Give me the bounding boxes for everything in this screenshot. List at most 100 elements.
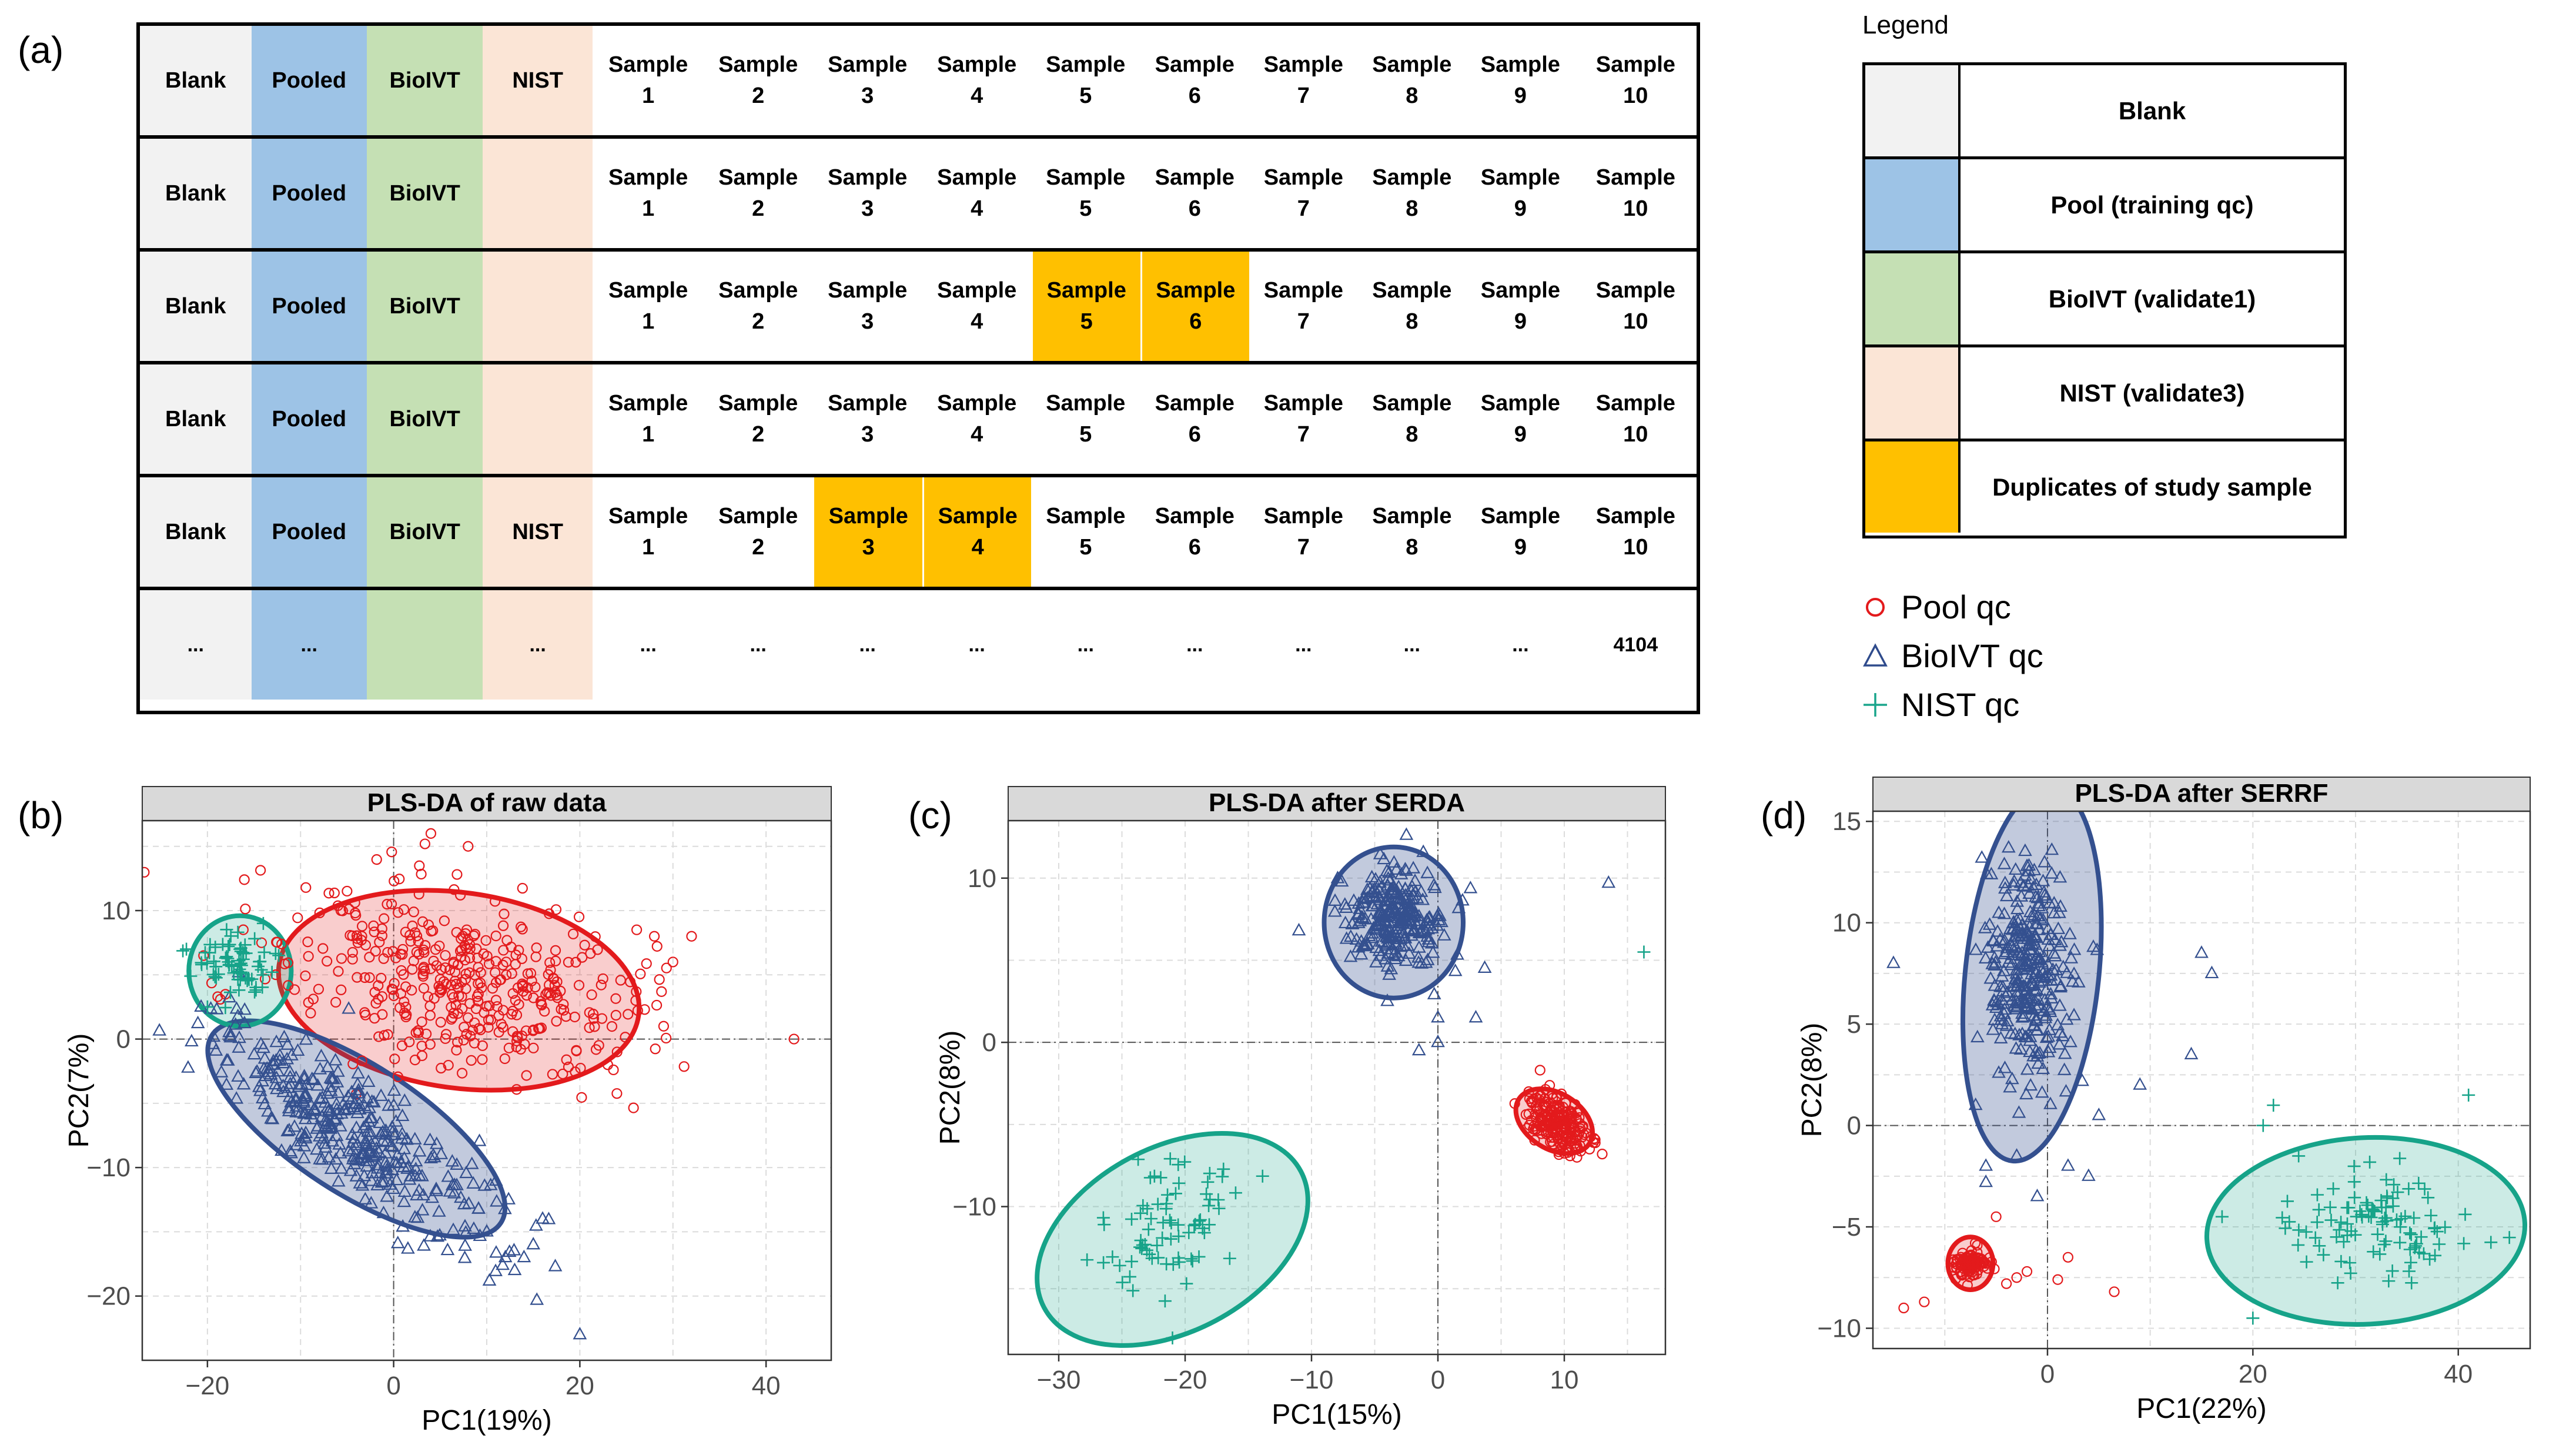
plate-cell: BioIVT xyxy=(366,26,483,135)
bioivt-qc-point xyxy=(458,1238,473,1251)
nist-qc-point xyxy=(2283,1215,2296,1229)
bioivt-qc-point xyxy=(1384,962,1399,975)
x-tick-label: 40 xyxy=(752,1371,781,1400)
pool-qc-point xyxy=(624,976,636,988)
bioivt-qc-point xyxy=(498,1249,513,1263)
bioivt-qc-point xyxy=(2022,991,2036,1003)
bioivt-qc-point xyxy=(489,1263,503,1276)
bioivt-qc-point xyxy=(1366,898,1380,912)
nist-qc-point xyxy=(2276,1211,2289,1224)
bioivt-qc-point xyxy=(1980,940,1995,953)
pool-qc-point xyxy=(456,976,467,988)
plate-cell: Sample 10 xyxy=(1595,52,1675,108)
pool-qc-point xyxy=(560,1011,571,1022)
pool-qc-point xyxy=(499,1053,510,1065)
bioivt-qc-point xyxy=(264,1111,278,1124)
pls-da-raw-chart: PLS-DA of raw data −20 0 20 40 −20 −10 0 10 PC1(1… xyxy=(63,786,832,1436)
bioivt-qc-point xyxy=(2010,973,2025,986)
nist-qc-point xyxy=(2309,1231,2322,1244)
plate-cell: ... xyxy=(1186,633,1203,656)
pool-qc-point xyxy=(439,915,450,926)
x-tick-label: −30 xyxy=(1037,1366,1081,1394)
bioivt-qc-point xyxy=(364,1196,379,1209)
nist-qc-point xyxy=(2333,1223,2346,1237)
plate-cell: Sample 9 xyxy=(1480,52,1560,108)
plate-cell: Sample 3 xyxy=(828,165,908,221)
bioivt-qc-point xyxy=(2090,942,2105,955)
pool-qc-point xyxy=(650,1043,661,1055)
plate-cell: ... xyxy=(640,633,657,656)
nist-qc-point xyxy=(2334,1216,2348,1229)
bioivt-qc-point xyxy=(1338,915,1353,929)
bioivt-qc-point xyxy=(1993,1031,2008,1043)
pool-qc-point xyxy=(317,943,329,954)
pool-qc-point xyxy=(420,940,431,951)
pool-qc-point xyxy=(370,946,381,957)
pool-qc-point xyxy=(1547,1092,1558,1104)
nist-qc-point xyxy=(220,923,233,936)
bioivt-qc-point xyxy=(1431,1009,1445,1023)
bioivt-qc-point xyxy=(450,1157,464,1170)
pool-qc-point xyxy=(1548,1139,1559,1150)
pool-qc-point xyxy=(611,1046,623,1058)
pool-qc-point xyxy=(459,940,470,951)
plate-row-divider xyxy=(140,361,1697,364)
bioivt-qc-point xyxy=(383,1138,398,1152)
bioivt-qc-point xyxy=(315,1109,329,1122)
bioivt-qc-point xyxy=(402,1172,417,1185)
pool-qc-point xyxy=(1537,1101,1548,1112)
pool-qc-point xyxy=(270,969,282,981)
plate-cell: ... xyxy=(1403,633,1420,656)
nist-qc-point xyxy=(1106,1250,1119,1264)
plate-cell: Pooled xyxy=(251,26,367,135)
pool-qc-point xyxy=(417,916,429,927)
pool-qc-point xyxy=(2052,1274,2063,1285)
pool-qc-point xyxy=(590,931,601,942)
bioivt-qc-point xyxy=(181,1060,195,1073)
nist-qc-point xyxy=(2393,1152,2407,1165)
nist-qc-point xyxy=(2421,1191,2435,1205)
nist-qc-point xyxy=(2347,1175,2361,1189)
bioivt-qc-point xyxy=(2014,889,2029,902)
bioivt-qc-point xyxy=(282,1080,296,1093)
plate-cell: Blank xyxy=(140,252,252,361)
pool-qc-point xyxy=(558,999,569,1010)
x-tick-label: 20 xyxy=(2239,1360,2267,1389)
nist-qc-point xyxy=(2343,1256,2357,1270)
pool-qc-point xyxy=(347,946,358,958)
bioivt-qc-point xyxy=(464,1156,479,1169)
bioivt-qc-point xyxy=(228,1017,243,1030)
plot-frame xyxy=(1007,819,1667,1356)
bioivt-qc-point xyxy=(377,1174,392,1187)
x-tick-label: −20 xyxy=(186,1371,230,1400)
grid xyxy=(142,821,831,1361)
plate-cell: Pooled xyxy=(251,477,367,587)
nist-qc-point xyxy=(2379,1234,2393,1248)
legend-swatch xyxy=(1865,441,1958,533)
pool-qc-point xyxy=(477,1054,488,1065)
bioivt-qc-point xyxy=(2046,946,2061,959)
x-tick-label: 20 xyxy=(566,1371,594,1400)
bioivt-qc-point xyxy=(416,1187,430,1200)
pool-qc-point xyxy=(563,956,574,968)
pool-qc-point xyxy=(342,885,353,897)
pool-qc-point xyxy=(396,965,407,976)
bioivt-qc-point xyxy=(408,1169,423,1182)
nist-qc-point xyxy=(1192,1250,1206,1263)
bioivt-qc-point xyxy=(507,1243,521,1256)
plate-cell: Sample 1 xyxy=(608,165,688,221)
nist-qc-point xyxy=(1223,1252,1236,1265)
bioivt-qc-point xyxy=(334,1106,349,1119)
bioivt-qc-point xyxy=(2042,895,2057,908)
plate-cell: ... xyxy=(859,633,876,656)
bioivt-qc-point xyxy=(360,1124,375,1137)
nist-qc-point xyxy=(1097,1256,1110,1269)
pool-qc-point xyxy=(455,889,466,901)
plate-cell: Sample 8 xyxy=(1372,165,1452,221)
pool-qc-point xyxy=(389,875,400,886)
pool-qc-point xyxy=(451,869,463,880)
pool-qc-point xyxy=(379,913,390,924)
pool-qc-point xyxy=(1955,1266,1966,1277)
bioivt-qc-point xyxy=(229,1091,244,1104)
plate-cell xyxy=(366,590,483,700)
